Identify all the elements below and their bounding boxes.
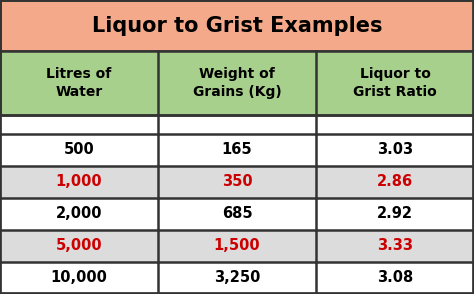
Text: 1,000: 1,000: [55, 174, 102, 189]
Text: Liquor to Grist Examples: Liquor to Grist Examples: [92, 16, 382, 36]
Text: 165: 165: [222, 142, 252, 157]
Text: 3.33: 3.33: [377, 238, 413, 253]
Text: 3.08: 3.08: [377, 270, 413, 285]
Text: Liquor to
Grist Ratio: Liquor to Grist Ratio: [353, 67, 437, 99]
Bar: [0, 262, 474, 294]
Text: 500: 500: [64, 142, 94, 157]
Text: 10,000: 10,000: [51, 270, 107, 285]
Text: 1,500: 1,500: [214, 238, 260, 253]
Text: 350: 350: [222, 174, 252, 189]
Text: 3.03: 3.03: [377, 142, 413, 157]
Bar: [0, 51, 474, 115]
Bar: [0, 134, 474, 166]
Text: 2.86: 2.86: [377, 174, 413, 189]
Text: Litres of
Water: Litres of Water: [46, 67, 111, 99]
Bar: [0, 230, 474, 262]
Text: 2,000: 2,000: [55, 206, 102, 221]
Text: 5,000: 5,000: [55, 238, 102, 253]
Text: 2.92: 2.92: [377, 206, 413, 221]
Bar: [0, 166, 474, 198]
Bar: [0, 115, 474, 134]
Text: 3,250: 3,250: [214, 270, 260, 285]
Bar: [0, 0, 474, 51]
Text: 685: 685: [222, 206, 252, 221]
Text: Weight of
Grains (Kg): Weight of Grains (Kg): [192, 67, 282, 99]
Bar: [0, 198, 474, 230]
